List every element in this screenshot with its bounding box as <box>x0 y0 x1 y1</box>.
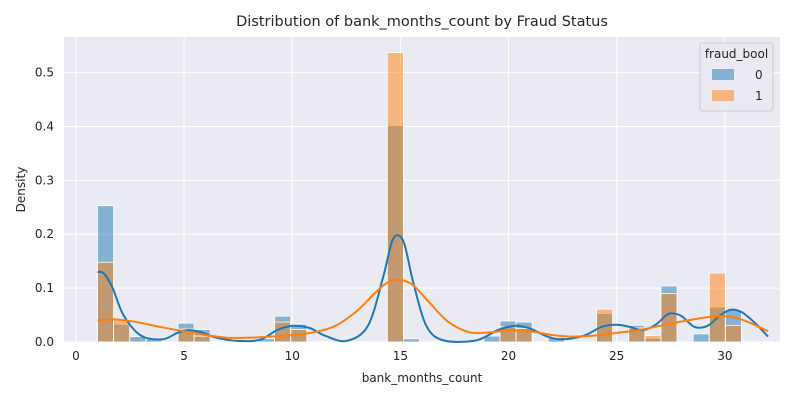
x-tick-label: 5 <box>180 349 188 363</box>
bar-series-1 <box>708 272 726 343</box>
y-tick-label: 0.2 <box>35 227 54 241</box>
y-tick-label: 0.3 <box>35 173 54 187</box>
kde-curves <box>97 234 769 343</box>
x-tick-label: 10 <box>285 349 300 363</box>
legend-label-0: 0 <box>755 68 763 82</box>
bar-series-1 <box>193 335 211 343</box>
kde-line-series-1 <box>97 278 769 339</box>
y-tick-labels: 0.0 0.1 0.2 0.3 0.4 0.5 <box>35 66 54 349</box>
bar-series-1 <box>660 293 678 343</box>
x-tick-label: 0 <box>72 349 80 363</box>
x-tick-label: 30 <box>717 349 732 363</box>
bar-series-0 <box>402 338 420 343</box>
chart-title: Distribution of bank_months_count by Fra… <box>236 14 608 30</box>
y-tick-label: 0.4 <box>35 119 54 133</box>
x-tick-labels: 0 5 10 15 20 25 30 <box>72 349 732 363</box>
bar-series-1 <box>644 335 662 343</box>
legend-swatch-1 <box>712 90 734 101</box>
bar-series-1 <box>386 52 404 343</box>
x-tick-label: 20 <box>501 349 516 363</box>
legend: fraud_bool 0 1 <box>699 42 774 112</box>
x-axis-label: bank_months_count <box>362 371 483 385</box>
kde-line-series-0 <box>97 234 769 343</box>
x-tick-label: 15 <box>393 349 408 363</box>
y-tick-label: 0.1 <box>35 281 54 295</box>
legend-label-1: 1 <box>755 89 763 103</box>
y-axis-label: Density <box>14 167 28 213</box>
bar-series-0 <box>692 333 710 343</box>
legend-swatch-0 <box>712 69 734 80</box>
legend-title: fraud_bool <box>705 47 768 61</box>
bar-series-1 <box>274 321 292 343</box>
x-tick-label: 25 <box>609 349 624 363</box>
y-tick-label: 0.5 <box>35 66 54 80</box>
bar-series-1 <box>724 324 742 343</box>
y-tick-label: 0.0 <box>35 335 54 349</box>
